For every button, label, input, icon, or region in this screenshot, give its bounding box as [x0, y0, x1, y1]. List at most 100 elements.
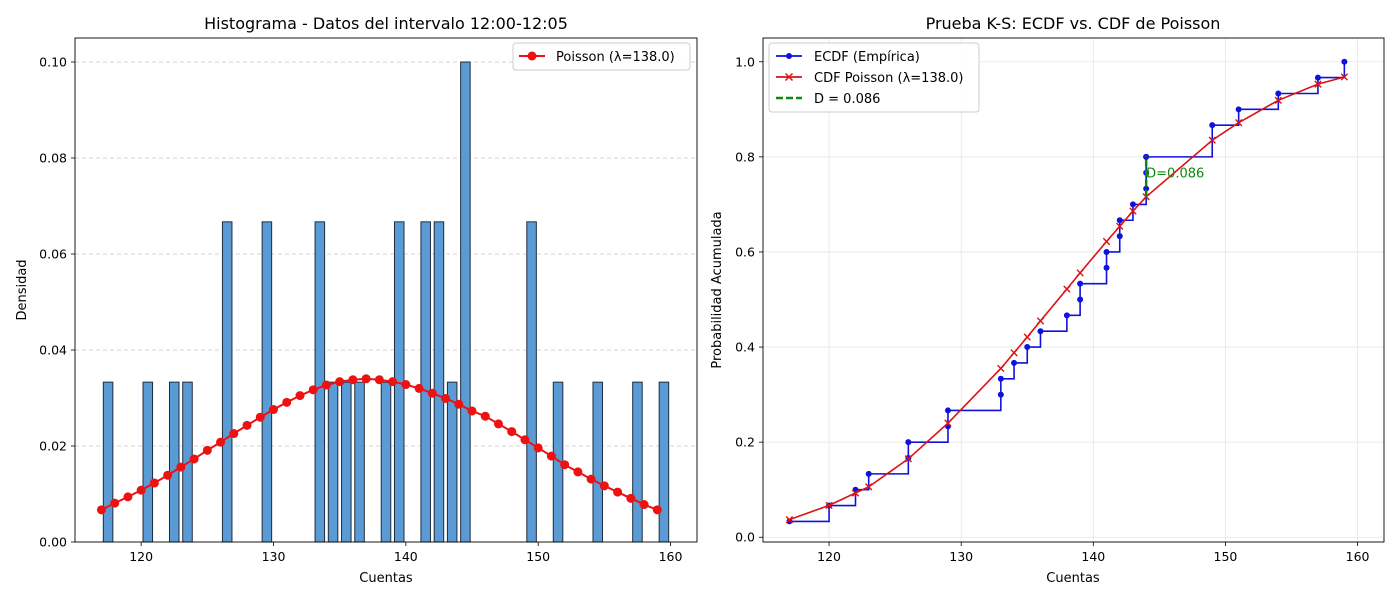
- poisson-pmf-point: [586, 474, 596, 484]
- histogram-bar: [433, 221, 445, 543]
- poisson-cdf-marker: [997, 364, 1005, 373]
- ks-ylabel: Probabilidad Acumulada: [710, 211, 725, 368]
- legend-poisson-marker: [527, 51, 537, 61]
- poisson-pmf-point: [361, 374, 371, 384]
- ecdf-point: [1077, 296, 1084, 303]
- poisson-pmf-point: [189, 454, 199, 464]
- histogram-ytick-label: 0.00: [39, 535, 67, 550]
- poisson-pmf-point: [110, 498, 120, 508]
- poisson-cdf-marker: [1023, 333, 1031, 341]
- histogram-ylabel: Densidad: [15, 259, 30, 320]
- histogram-bar: [526, 221, 537, 543]
- ecdf-point: [1011, 359, 1018, 366]
- legend-cdf-marker: [784, 72, 794, 82]
- histogram-plot-frame: [74, 37, 698, 543]
- histogram-xtick-label: 120: [129, 549, 153, 564]
- histogram-bar: [341, 381, 352, 543]
- ecdf-point: [1103, 248, 1110, 255]
- poisson-cdf-marker: [1129, 207, 1137, 215]
- poisson-pmf-point: [216, 437, 226, 447]
- ecdf-point: [997, 391, 1004, 398]
- poisson-pmf-point: [229, 429, 239, 439]
- histogram-bar: [354, 381, 365, 543]
- histogram-bar: [380, 381, 392, 543]
- ecdf-point: [1314, 74, 1321, 81]
- ks-title: Prueba K-S: ECDF vs. CDF de Poisson: [926, 14, 1221, 33]
- poisson-pmf-point: [520, 435, 530, 445]
- poisson-cdf-marker: [825, 501, 833, 510]
- poisson-pmf-point: [507, 427, 517, 437]
- poisson-pmf-point: [163, 470, 173, 480]
- ks-ytick-label: 0.0: [735, 530, 755, 545]
- histogram-legend-box: [512, 42, 691, 71]
- poisson-pmf-point: [335, 377, 345, 387]
- poisson-pmf-point: [652, 505, 662, 515]
- ecdf-point: [1024, 344, 1031, 351]
- poisson-cdf-marker: [1274, 96, 1282, 104]
- ks-ytick-label: 0.4: [735, 340, 755, 355]
- ecdf-point: [1275, 90, 1282, 97]
- ks-d-annotation: D=0.086: [1146, 167, 1204, 182]
- poisson-cdf-marker: [1314, 80, 1322, 88]
- ks-axes: 0.0 0.2 0.4 0.6 0.8 1.0 120 130 140 150 160: [735, 37, 1385, 564]
- poisson-pmf-point: [441, 393, 451, 403]
- poisson-pmf-point: [546, 451, 556, 461]
- legend-d-label: D = 0.086: [814, 92, 880, 107]
- poisson-pmf-point: [427, 388, 437, 398]
- poisson-cdf-marker: [1102, 237, 1111, 246]
- poisson-pmf-point: [308, 385, 318, 395]
- poisson-pmf-point: [599, 481, 609, 491]
- histogram-bar: [102, 381, 114, 543]
- histogram-bar: [221, 221, 233, 543]
- ecdf-point: [1143, 185, 1150, 192]
- ecdf-point: [1063, 312, 1070, 319]
- ecdf-point: [1077, 280, 1084, 287]
- poisson-pmf-point: [374, 375, 384, 385]
- histogram-legend: Poisson (λ=138.0): [512, 42, 691, 71]
- poisson-pmf-point: [454, 399, 464, 409]
- histogram-bar: [632, 381, 643, 543]
- poisson-cdf-marker: [1116, 222, 1124, 230]
- ecdf-point: [1209, 122, 1216, 129]
- histogram-axes: 0.00 0.02 0.04 0.06 0.08 0.10 120 130 140 150 160: [39, 37, 698, 564]
- histogram-bar: [327, 381, 339, 543]
- poisson-pmf-point: [401, 380, 411, 390]
- poisson-cdf-marker: [1142, 193, 1150, 201]
- poisson-pmf-point: [573, 467, 583, 477]
- poisson-pmf-point: [480, 411, 490, 421]
- poisson-pmf-point: [295, 391, 305, 401]
- poisson-cdf-marker: [944, 419, 952, 427]
- ks-ytick-label: 0.2: [735, 435, 755, 450]
- ks-xlabel: Cuentas: [1046, 571, 1100, 586]
- poisson-cdf-marker: [1076, 269, 1084, 277]
- poisson-cdf-marker: [1208, 136, 1216, 144]
- poisson-cdf-marker: [865, 483, 873, 491]
- poisson-pmf-point: [414, 383, 424, 393]
- poisson-pmf-point: [388, 377, 398, 387]
- ecdf-point: [865, 470, 872, 477]
- histogram-bar: [592, 381, 604, 543]
- histogram-xtick-label: 150: [526, 549, 550, 564]
- ks-plot-frame: [762, 37, 1385, 543]
- histogram-ytick-label: 0.04: [39, 343, 67, 358]
- histogram-bars: [102, 61, 670, 543]
- poisson-pmf-point: [348, 375, 358, 385]
- poisson-pmf-point: [242, 420, 252, 430]
- poisson-pmf-point: [626, 493, 636, 503]
- ecdf-point: [997, 375, 1004, 382]
- ecdf-point: [1235, 106, 1242, 113]
- poisson-cdf-marker: [1340, 73, 1349, 81]
- legend-poisson-label: Poisson (λ=138.0): [556, 50, 675, 65]
- ecdf-point: [1143, 153, 1150, 160]
- histogram-ytick-label: 0.02: [39, 439, 67, 454]
- ecdf-point: [1129, 201, 1136, 208]
- poisson-cdf-marker: [851, 489, 860, 497]
- ecdf-point: [1116, 217, 1123, 224]
- histogram-ytick-label: 0.06: [39, 247, 67, 262]
- poisson-cdf-marker: [1010, 349, 1018, 357]
- histogram-bar: [142, 381, 154, 543]
- ecdf-point: [944, 407, 951, 414]
- poisson-pmf-point: [467, 406, 477, 416]
- histogram-bar: [658, 381, 670, 543]
